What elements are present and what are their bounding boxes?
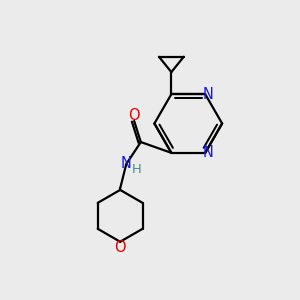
Text: N: N	[202, 87, 213, 102]
Text: O: O	[114, 240, 126, 255]
Text: N: N	[120, 156, 131, 171]
Text: H: H	[132, 163, 141, 176]
Text: O: O	[128, 108, 140, 123]
Text: N: N	[202, 145, 213, 160]
